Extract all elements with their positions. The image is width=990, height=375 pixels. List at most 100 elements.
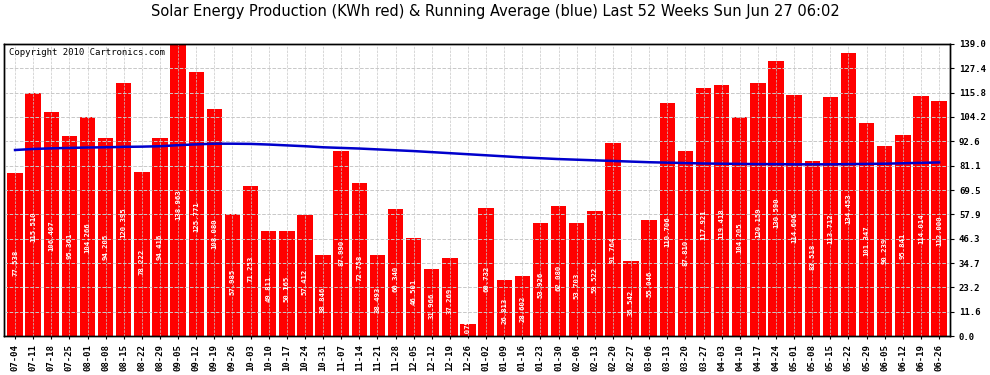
Text: 125.771: 125.771 [193, 202, 199, 232]
Bar [913, 96, 929, 336]
Text: 35.542: 35.542 [628, 290, 634, 316]
Text: 60.340: 60.340 [392, 266, 399, 292]
Bar [515, 276, 530, 336]
Bar [859, 123, 874, 336]
Text: 57.985: 57.985 [230, 268, 236, 294]
Bar [170, 44, 186, 336]
Text: 50.165: 50.165 [284, 276, 290, 302]
Bar [443, 258, 457, 336]
Text: 83.518: 83.518 [809, 244, 815, 270]
Text: 87.990: 87.990 [339, 240, 345, 266]
Text: 49.811: 49.811 [265, 276, 271, 302]
Text: 78.222: 78.222 [139, 249, 145, 275]
Text: 28.602: 28.602 [520, 296, 526, 322]
Text: 101.347: 101.347 [863, 225, 869, 256]
Text: 71.253: 71.253 [248, 256, 253, 282]
Bar [497, 280, 512, 336]
Text: 72.758: 72.758 [356, 254, 362, 280]
Bar [44, 112, 59, 336]
Text: 104.266: 104.266 [84, 222, 90, 253]
Text: 26.813: 26.813 [501, 298, 507, 324]
Text: 55.046: 55.046 [646, 271, 652, 297]
Bar [732, 117, 747, 336]
Bar [334, 151, 348, 336]
Bar [823, 97, 839, 336]
Bar [406, 238, 422, 336]
Bar [26, 93, 41, 336]
Bar [243, 186, 258, 336]
Text: 119.418: 119.418 [719, 208, 725, 238]
Bar [369, 255, 385, 336]
Text: 113.712: 113.712 [828, 213, 834, 244]
Bar [80, 117, 95, 336]
Text: 110.706: 110.706 [664, 216, 670, 247]
Text: 112.000: 112.000 [937, 215, 942, 246]
Text: 114.606: 114.606 [791, 213, 797, 243]
Text: 114.014: 114.014 [918, 213, 924, 244]
Text: 104.205: 104.205 [737, 222, 742, 253]
Text: 120.159: 120.159 [755, 207, 761, 238]
Bar [297, 216, 313, 336]
Text: 90.239: 90.239 [882, 238, 888, 264]
Text: 120.395: 120.395 [121, 207, 127, 238]
Text: 87.810: 87.810 [682, 240, 688, 266]
Bar [678, 152, 693, 336]
Text: 37.269: 37.269 [446, 288, 452, 314]
Text: 134.453: 134.453 [845, 194, 851, 224]
Bar [659, 103, 675, 336]
Text: 95.361: 95.361 [66, 233, 72, 259]
Text: 57.412: 57.412 [302, 269, 308, 295]
Text: 38.493: 38.493 [374, 287, 380, 313]
Bar [805, 160, 820, 336]
Bar [642, 220, 657, 336]
Bar [587, 211, 603, 336]
Bar [98, 138, 113, 336]
Bar [750, 83, 765, 336]
Bar [841, 53, 856, 336]
Bar [605, 143, 621, 336]
Text: Copyright 2010 Cartronics.com: Copyright 2010 Cartronics.com [9, 48, 164, 57]
Text: 138.963: 138.963 [175, 189, 181, 220]
Bar [533, 223, 548, 336]
Text: 117.921: 117.921 [701, 209, 707, 240]
Bar [877, 146, 892, 336]
Bar [316, 255, 331, 336]
Bar [188, 72, 204, 336]
Bar [279, 231, 294, 336]
Bar [7, 173, 23, 336]
Text: 108.080: 108.080 [211, 219, 218, 249]
Bar [932, 100, 946, 336]
Text: 94.205: 94.205 [103, 234, 109, 260]
Bar [261, 231, 276, 336]
Text: 53.926: 53.926 [538, 272, 544, 298]
Text: 91.764: 91.764 [610, 236, 616, 262]
Text: 60.732: 60.732 [483, 266, 489, 292]
Text: 95.841: 95.841 [900, 232, 906, 259]
Bar [714, 85, 730, 336]
Bar [388, 209, 403, 336]
Bar [207, 109, 222, 336]
Text: 38.846: 38.846 [320, 286, 326, 313]
Bar [152, 138, 167, 336]
Text: 6.079: 6.079 [465, 320, 471, 342]
Bar [569, 223, 584, 336]
Bar [424, 269, 440, 336]
Bar [61, 136, 77, 336]
Bar [351, 183, 367, 336]
Text: Solar Energy Production (KWh red) & Running Average (blue) Last 52 Weeks Sun Jun: Solar Energy Production (KWh red) & Runn… [150, 4, 840, 19]
Text: 59.522: 59.522 [592, 267, 598, 293]
Bar [768, 62, 784, 336]
Text: 62.080: 62.080 [555, 264, 561, 291]
Text: 115.510: 115.510 [30, 211, 37, 242]
Bar [478, 209, 494, 336]
Bar [460, 324, 475, 336]
Bar [225, 214, 241, 336]
Bar [696, 88, 711, 336]
Text: 53.703: 53.703 [573, 272, 580, 298]
Text: 46.501: 46.501 [411, 279, 417, 305]
Text: 94.416: 94.416 [157, 234, 163, 260]
Bar [550, 206, 566, 336]
Text: 106.407: 106.407 [49, 220, 54, 251]
Text: 77.538: 77.538 [12, 250, 18, 276]
Bar [135, 172, 149, 336]
